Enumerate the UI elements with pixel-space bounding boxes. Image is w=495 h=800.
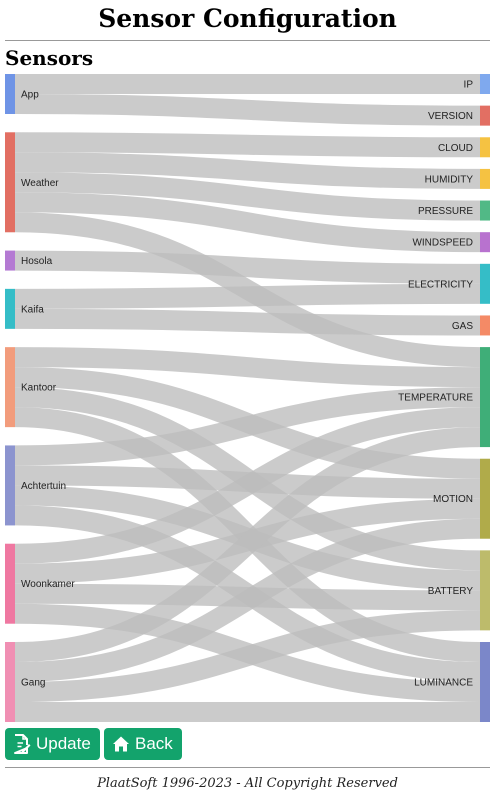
sankey-node-luminance: [480, 642, 490, 722]
sankey-node-weather: [5, 132, 15, 233]
sankey-node-label-cloud: CLOUD: [438, 143, 473, 154]
sankey-link-kaifa-electricity: [14, 283, 481, 309]
sankey-link-app-version: [14, 94, 481, 126]
sankey-node-label-app: App: [21, 90, 39, 101]
sankey-node-kaifa: [5, 288, 15, 329]
sankey-link-weather-windspeed: [14, 192, 481, 253]
sankey-node-label-ip: IP: [464, 80, 474, 91]
back-button[interactable]: Back: [104, 728, 182, 760]
sankey-node-humidity: [480, 168, 490, 189]
sankey-link-weather-cloud: [14, 132, 481, 158]
sankey-node-pressure: [480, 200, 490, 221]
footer-divider: [5, 767, 490, 768]
sensor-sankey-diagram: App Weather Hosola Kaifa Kantoor Achtertuin Wo…: [5, 74, 490, 722]
sankey-node-temperature: [480, 347, 490, 448]
sankey-node-label-achtertuin: Achtertuin: [21, 481, 66, 492]
footer-copyright: PlaatSoft 1996-2023 - All Copyright Rese…: [97, 776, 398, 791]
home-icon: [112, 735, 130, 753]
sankey-node-label-hosola: Hosola: [21, 256, 53, 267]
section-title: Sensors: [5, 46, 94, 70]
sankey-node-cloud: [480, 137, 490, 158]
sankey-link-achtertuin-temperature: [14, 387, 481, 466]
edit-document-icon: [13, 734, 31, 754]
sankey-node-label-windspeed: WINDSPEED: [412, 238, 473, 249]
sankey-node-label-luminance: LUMINANCE: [414, 678, 473, 689]
sankey-node-gang: [5, 642, 15, 722]
sankey-link-kaifa-gas: [14, 308, 481, 336]
sankey-link-weather-humidity: [14, 152, 481, 189]
sankey-node-battery: [480, 550, 490, 631]
sankey-node-ip: [480, 74, 490, 94]
sankey-link-woonkamer-temperature: [14, 407, 481, 564]
sankey-node-app: [5, 74, 15, 114]
sankey-node-label-weather: Weather: [21, 178, 59, 189]
sankey-node-label-kaifa: Kaifa: [21, 304, 44, 315]
sankey-node-achtertuin: [5, 445, 15, 526]
sankey-node-motion: [480, 458, 490, 539]
sankey-node-label-woonkamer: Woonkamer: [21, 579, 75, 590]
sankey-node-label-gang: Gang: [21, 678, 45, 689]
update-button[interactable]: Update: [5, 728, 100, 760]
sankey-link-weather-pressure: [14, 172, 481, 221]
sankey-link-hosola-electricity: [14, 250, 481, 284]
sankey-node-label-version: VERSION: [428, 111, 473, 122]
sankey-node-label-electricity: ELECTRICITY: [408, 279, 473, 290]
sankey-node-hosola: [5, 250, 15, 271]
update-button-label: Update: [36, 734, 91, 753]
sankey-node-label-pressure: PRESSURE: [418, 206, 473, 217]
sankey-node-label-temperature: TEMPERATURE: [398, 393, 473, 404]
sankey-link-gang-battery: [14, 610, 481, 702]
sankey-node-gas: [480, 315, 490, 336]
header-divider: [5, 40, 490, 41]
sankey-link-gang-temperature: [14, 427, 481, 662]
sankey-node-version: [480, 105, 490, 126]
sankey-node-kantoor: [5, 347, 15, 428]
sankey-node-label-gas: GAS: [452, 321, 473, 332]
sankey-node-label-battery: BATTERY: [428, 586, 474, 597]
sankey-link-gang-motion: [14, 518, 481, 682]
sankey-link-kantoor-temperature: [14, 347, 481, 388]
sankey-node-label-kantoor: Kantoor: [21, 383, 57, 394]
back-button-label: Back: [135, 734, 173, 753]
page-title: Sensor Configuration: [98, 4, 397, 33]
sankey-node-label-motion: MOTION: [433, 494, 473, 505]
sankey-node-label-humidity: HUMIDITY: [425, 174, 474, 185]
sankey-node-electricity: [480, 263, 490, 304]
sankey-node-woonkamer: [5, 543, 15, 624]
sankey-node-windspeed: [480, 232, 490, 253]
